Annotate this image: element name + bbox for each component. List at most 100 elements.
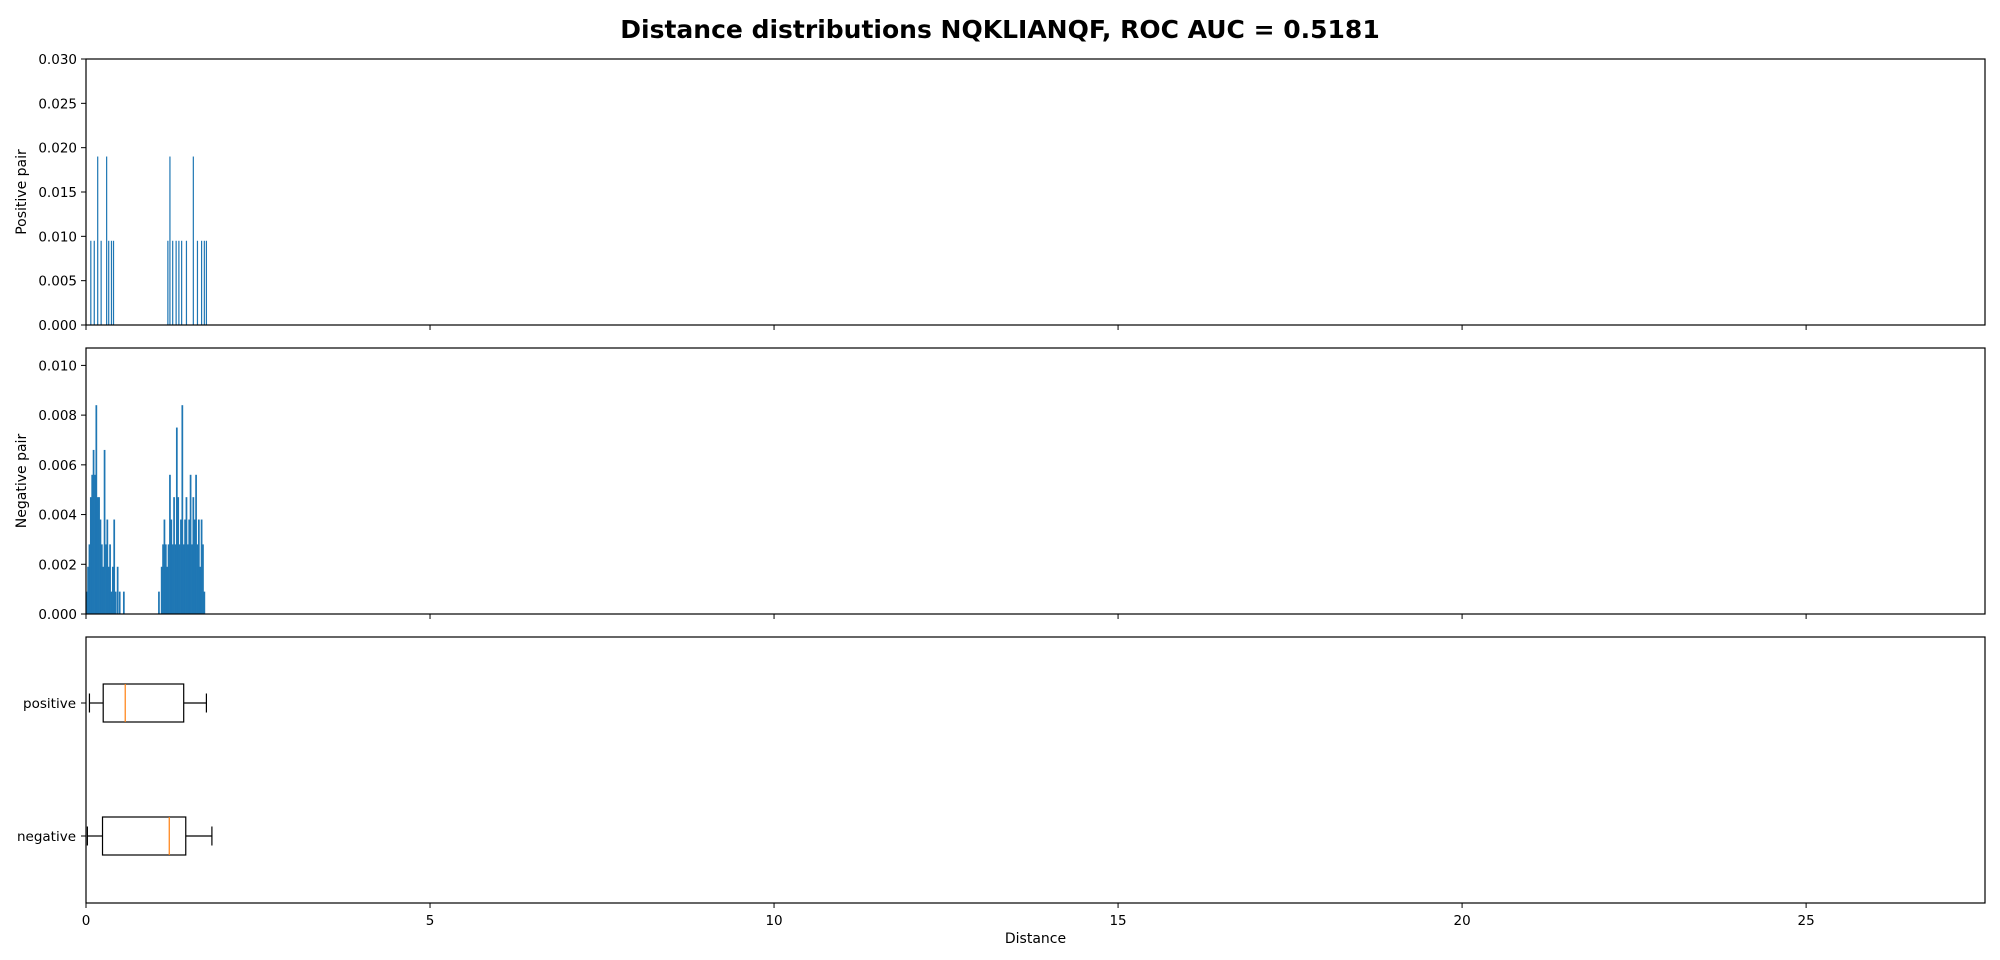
negative-pair-y-axis: 0.000 0.002 0.004 0.006 0.008 0.010 xyxy=(38,358,86,623)
y-tick-label: 0.010 xyxy=(38,358,77,374)
histogram-bar xyxy=(182,544,185,614)
histogram-bar xyxy=(93,240,95,325)
y-tick-label: 0.030 xyxy=(38,52,77,68)
histogram-bar xyxy=(191,544,193,614)
boxplot-boxes: positive negative xyxy=(17,683,213,856)
histogram-bar xyxy=(109,544,111,614)
histogram-bar xyxy=(189,474,192,614)
y-tick-label: 0.008 xyxy=(38,408,77,424)
histogram-bar xyxy=(196,240,199,325)
histogram-bar xyxy=(166,566,169,614)
x-tick-label: 15 xyxy=(1109,913,1126,929)
histogram-bar xyxy=(167,240,169,325)
histogram-bar xyxy=(167,544,170,614)
histogram-bar xyxy=(192,156,194,325)
negative-pair-histogram: 0.000 0.002 0.004 0.006 0.008 0.010 Negative … xyxy=(14,347,1986,623)
positive-pair-frame xyxy=(85,58,1986,326)
y-tick-label: 0.020 xyxy=(38,141,77,157)
histogram-bar xyxy=(181,240,183,325)
x-tick-label: 25 xyxy=(1798,913,1815,929)
positive-pair-bars xyxy=(90,156,208,325)
y-tick-label: positive xyxy=(23,696,76,712)
y-tick-label: 0.000 xyxy=(38,318,77,334)
histogram-bar xyxy=(106,519,109,614)
histogram-bar xyxy=(97,156,99,325)
histogram-bar xyxy=(170,519,173,614)
histogram-bar xyxy=(169,156,171,325)
histogram-bar xyxy=(186,544,189,614)
histogram-bar xyxy=(169,474,171,614)
histogram-bar xyxy=(203,240,205,325)
histogram-bar xyxy=(178,240,180,325)
histogram-bar xyxy=(172,240,174,325)
negative-pair-bars xyxy=(85,405,206,614)
histogram-bar xyxy=(90,240,92,325)
histogram-bar xyxy=(103,449,106,614)
histogram-bar xyxy=(205,240,208,325)
histogram-bar xyxy=(178,544,181,614)
histogram-bar xyxy=(181,405,184,614)
histogram-bar xyxy=(87,566,89,614)
distance-boxplot: positive negative 0 5 10 15 20 25 Distance xyxy=(17,636,1986,947)
negative-pair-y-label: Negative pair xyxy=(14,434,30,529)
histogram-bar xyxy=(163,519,166,614)
box-iqr xyxy=(101,816,187,856)
y-tick-label: 0.010 xyxy=(38,229,77,245)
histogram-bar xyxy=(184,519,186,614)
histogram-bar xyxy=(116,566,119,614)
histogram-bar xyxy=(96,497,99,614)
chart-title: Distance distributions NQKLIANQF, ROC AU… xyxy=(620,15,1379,44)
histogram-bar xyxy=(175,427,178,614)
histogram-bar xyxy=(171,544,174,614)
histogram-bar xyxy=(173,497,175,614)
histogram-bar xyxy=(200,240,203,325)
x-tick-label: 20 xyxy=(1453,913,1470,929)
y-tick-label: 0.000 xyxy=(38,607,77,623)
histogram-bar xyxy=(192,497,195,614)
negative-pair-x-ticks xyxy=(85,614,1807,619)
histogram-bar xyxy=(162,544,164,614)
histogram-bar xyxy=(188,519,191,614)
histogram-bar xyxy=(100,544,103,614)
histogram-bar xyxy=(185,497,188,614)
y-tick-label: 0.015 xyxy=(38,185,77,201)
histogram-bar xyxy=(110,240,113,325)
histogram-bar xyxy=(107,566,110,614)
y-tick-label: 0.025 xyxy=(38,96,77,112)
histogram-bar xyxy=(91,474,94,614)
histogram-bar xyxy=(185,240,188,325)
x-tick-label: 10 xyxy=(765,913,782,929)
boxplot-frame xyxy=(85,636,1986,904)
histogram-bar xyxy=(98,497,100,614)
histogram-bar xyxy=(195,474,197,614)
histogram-bar xyxy=(111,566,114,614)
x-axis-label: Distance xyxy=(1005,931,1066,947)
histogram-bar xyxy=(114,591,117,614)
histogram-bar xyxy=(118,591,121,614)
histogram-bar xyxy=(100,240,102,325)
histogram-bar xyxy=(106,156,108,325)
box-iqr xyxy=(102,683,185,723)
histogram-bar xyxy=(95,405,98,614)
histogram-bar xyxy=(105,544,107,614)
histogram-bar xyxy=(160,566,163,614)
positive-pair-histogram: 0.000 0.005 0.010 0.015 0.020 0.025 0.030 Posi… xyxy=(14,52,1986,334)
histogram-bar xyxy=(200,519,203,614)
histogram-bar xyxy=(193,519,196,614)
histogram-bar xyxy=(199,566,202,614)
histogram-bar xyxy=(108,240,110,325)
histogram-bar xyxy=(197,519,200,614)
y-tick-label: 0.005 xyxy=(38,274,77,290)
positive-pair-y-label: Positive pair xyxy=(14,149,30,235)
histogram-bar xyxy=(113,519,116,614)
histogram-bar xyxy=(177,497,180,614)
histogram-bar xyxy=(94,474,96,614)
histogram-bar xyxy=(102,566,105,614)
histogram-bar xyxy=(88,544,91,614)
y-tick-label: negative xyxy=(17,829,76,845)
histogram-bar xyxy=(196,544,199,614)
positive-pair-x-ticks xyxy=(85,325,1807,330)
x-tick-label: 5 xyxy=(426,913,435,929)
histogram-bar xyxy=(110,591,113,614)
